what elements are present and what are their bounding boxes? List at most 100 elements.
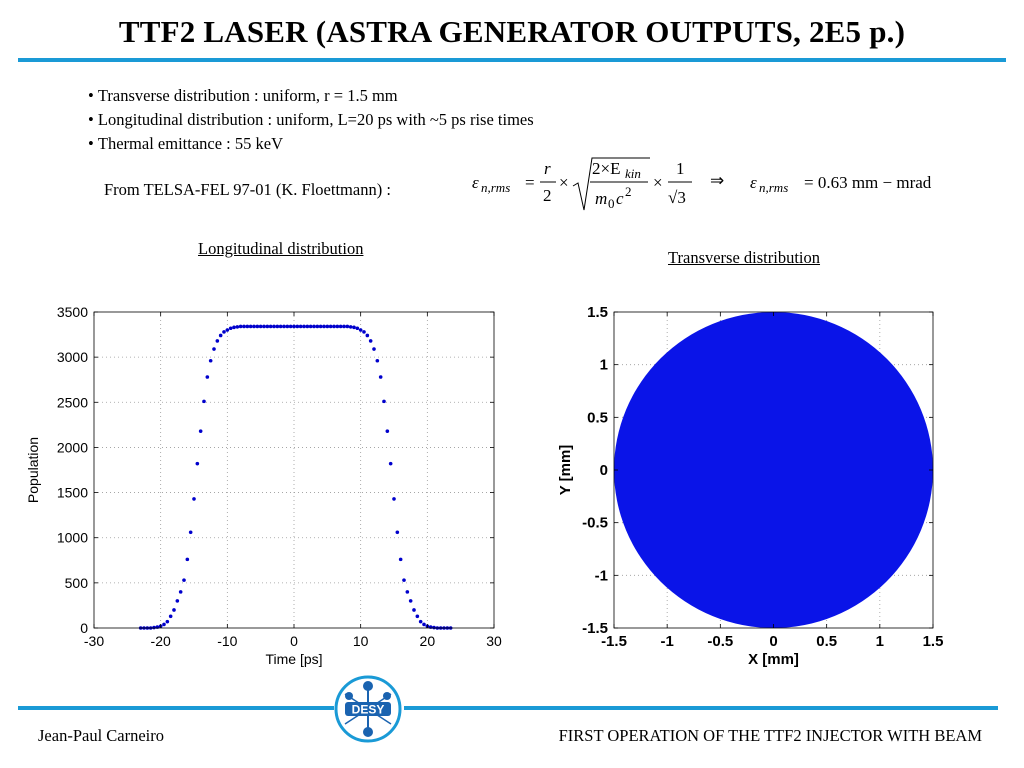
y-axis-label: Y [mm] bbox=[557, 445, 574, 496]
author-name: Jean-Paul Carneiro bbox=[38, 726, 164, 745]
data-point bbox=[312, 324, 316, 329]
data-point bbox=[385, 429, 390, 433]
logo-text: DESY bbox=[352, 703, 385, 717]
data-point bbox=[392, 497, 396, 501]
data-point bbox=[295, 324, 300, 329]
data-point bbox=[228, 326, 233, 331]
lhs-symbol: ε bbox=[472, 173, 479, 192]
y-tick-label: 3500 bbox=[57, 304, 88, 320]
data-point bbox=[262, 324, 266, 329]
bullet-item: Thermal emittance : 55 keV bbox=[88, 132, 534, 156]
data-point bbox=[205, 375, 210, 379]
sqrt-num-sub: kin bbox=[625, 166, 641, 181]
data-point bbox=[315, 324, 320, 329]
data-point bbox=[318, 324, 323, 329]
sqrt-sign bbox=[572, 157, 650, 211]
data-point bbox=[365, 333, 370, 338]
lhs-sub: n,rms bbox=[481, 180, 510, 195]
footer-title: FIRST OPERATION OF THE TTF2 INJECTOR WIT… bbox=[558, 726, 982, 745]
data-point bbox=[398, 557, 403, 562]
data-point bbox=[182, 578, 186, 582]
data-point bbox=[368, 339, 373, 343]
data-point bbox=[395, 530, 400, 535]
x-tick-label: 0 bbox=[290, 633, 298, 649]
x-tick-label: -1 bbox=[660, 633, 673, 650]
data-point bbox=[282, 324, 286, 329]
data-point bbox=[232, 325, 236, 330]
bullet-list: Transverse distribution : uniform, r = 1… bbox=[88, 84, 534, 156]
data-point bbox=[275, 324, 280, 329]
data-point bbox=[358, 328, 363, 332]
y-tick-label: 0 bbox=[80, 620, 88, 636]
footer-rule-left bbox=[18, 706, 334, 710]
x-tick-label: 20 bbox=[420, 633, 436, 649]
x-axis-label: Time [ps] bbox=[265, 651, 322, 667]
data-point bbox=[192, 497, 196, 501]
bullet-item: Longitudinal distribution : uniform, L=2… bbox=[88, 108, 534, 132]
data-point bbox=[265, 324, 270, 329]
frac2-num: 1 bbox=[676, 159, 685, 178]
data-point bbox=[278, 324, 283, 329]
data-point bbox=[172, 608, 176, 612]
data-point bbox=[212, 347, 216, 351]
data-point bbox=[345, 324, 350, 329]
y-axis-label: Population bbox=[25, 437, 41, 503]
desy-logo: DESY bbox=[334, 675, 402, 743]
data-point bbox=[338, 324, 343, 329]
data-point bbox=[322, 324, 326, 329]
data-point bbox=[362, 330, 366, 334]
data-point bbox=[238, 324, 243, 329]
rhs-sub: n,rms bbox=[759, 180, 788, 195]
data-point bbox=[302, 324, 306, 329]
times-1: × bbox=[559, 173, 569, 192]
times-2: × bbox=[653, 173, 663, 192]
implies-arrow: ⇒ bbox=[710, 171, 724, 190]
transverse-chart-title: Transverse distribution bbox=[668, 248, 821, 267]
sqrt-den-sub: 0 bbox=[608, 196, 615, 211]
data-point bbox=[405, 590, 410, 594]
data-point bbox=[432, 625, 436, 630]
data-point bbox=[335, 324, 340, 329]
y-tick-label: 1.5 bbox=[587, 304, 608, 321]
data-point bbox=[378, 375, 383, 379]
data-point bbox=[245, 324, 250, 329]
sqrt-den-rest: c bbox=[616, 189, 624, 208]
data-point bbox=[342, 324, 346, 329]
x-tick-label: -10 bbox=[217, 633, 237, 649]
x-tick-label: -30 bbox=[84, 633, 104, 649]
reference-text: From TELSA-FEL 97-01 (K. Floettmann) : bbox=[104, 180, 391, 199]
x-tick-label: 30 bbox=[486, 633, 502, 649]
y-tick-label: 2000 bbox=[57, 439, 88, 455]
data-point bbox=[372, 347, 376, 351]
data-point bbox=[202, 399, 206, 404]
data-point bbox=[332, 324, 336, 329]
data-point bbox=[325, 324, 330, 329]
equals: = bbox=[525, 173, 535, 192]
sqrt-den-sup: 2 bbox=[625, 184, 632, 199]
data-point bbox=[258, 324, 263, 329]
data-point bbox=[382, 399, 386, 404]
y-tick-label: 0 bbox=[600, 462, 608, 479]
longitudinal-chart-title: Longitudinal distribution bbox=[198, 239, 364, 258]
sqrt-den: m bbox=[595, 189, 607, 208]
data-point bbox=[242, 324, 246, 329]
data-point bbox=[218, 333, 223, 338]
data-point bbox=[298, 324, 303, 329]
data-point bbox=[168, 614, 173, 619]
data-point bbox=[195, 461, 200, 466]
y-tick-label: -1 bbox=[595, 567, 608, 584]
emittance-formula: ε n,rms = r 2 × 2×E kin m 0 c 2 × 1 √3 ⇒… bbox=[472, 157, 932, 211]
x-tick-label: 0 bbox=[769, 633, 777, 650]
y-tick-label: 0.5 bbox=[587, 409, 608, 426]
data-point bbox=[208, 358, 213, 363]
data-point bbox=[422, 622, 426, 627]
data-point bbox=[415, 614, 420, 619]
y-tick-label: 1000 bbox=[57, 530, 88, 546]
data-point bbox=[225, 328, 230, 332]
data-point bbox=[248, 324, 253, 329]
data-point bbox=[188, 530, 193, 535]
data-point bbox=[308, 324, 313, 329]
x-tick-label: 0.5 bbox=[816, 633, 837, 650]
x-tick-label: -20 bbox=[151, 633, 171, 649]
data-point bbox=[285, 324, 290, 329]
